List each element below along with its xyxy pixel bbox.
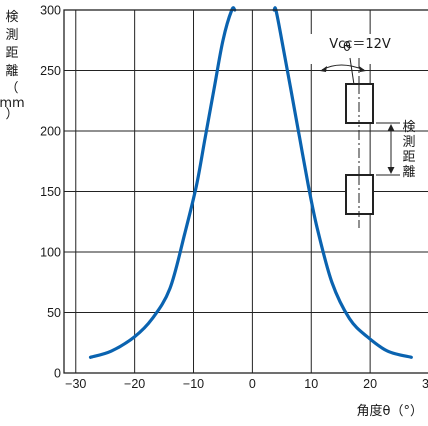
x-tick-label: 20: [363, 377, 377, 391]
x-tick-label: −30: [65, 377, 86, 391]
y-axis-label-char: ）: [5, 107, 18, 122]
y-tick-labels: 0 50 100 150 200 250 300: [40, 4, 61, 381]
plot-frame: [63, 9, 428, 374]
angle-arc: [321, 64, 365, 71]
y-axis-label-char: （: [5, 81, 18, 96]
theta-symbol: θ: [343, 40, 351, 55]
y-tick-label: 100: [40, 246, 61, 260]
x-tick-label: 10: [304, 377, 318, 391]
curve-layer: [88, 6, 413, 359]
y-tick-label: 200: [40, 125, 61, 139]
x-tick-label: −10: [183, 377, 204, 391]
series-line-1: [272, 6, 413, 359]
distance-label-char: 距: [402, 150, 415, 165]
y-axis-label-char: 測: [5, 28, 18, 43]
angle-arrow-right: [359, 66, 366, 72]
y-tick-label: 300: [40, 4, 61, 18]
y-axis-label-char: 離: [5, 64, 18, 79]
distance-label-char: 離: [402, 165, 415, 180]
x-axis-label: 角度θ（°）: [357, 403, 423, 419]
y-tick-label: 150: [40, 185, 61, 199]
x-tick-label: 0: [249, 377, 256, 391]
series-line-0: [88, 6, 237, 359]
dimension-arrow-up: [387, 124, 395, 131]
y-axis-label-char: 検: [5, 10, 18, 25]
distance-label-char: 測: [402, 135, 415, 150]
y-tick-label: 50: [47, 306, 61, 320]
y-tick-label: 0: [54, 367, 61, 381]
distance-label-char: 検: [402, 120, 415, 135]
x-tick-labels: −30 −20 −10 0 10 20 30: [65, 377, 428, 391]
y-axis-label-char: mm: [0, 96, 25, 111]
x-tick-label: −20: [124, 377, 145, 391]
vcc-label-bg: [300, 34, 424, 64]
x-tick-label: 30: [422, 377, 428, 391]
dimension-arrow-down: [387, 167, 395, 174]
y-tick-label: 250: [40, 64, 61, 78]
angle-arrow-left: [320, 66, 327, 72]
vcc-label: Vcc＝12V: [329, 37, 391, 52]
y-axis-label-char: 距: [5, 46, 18, 61]
